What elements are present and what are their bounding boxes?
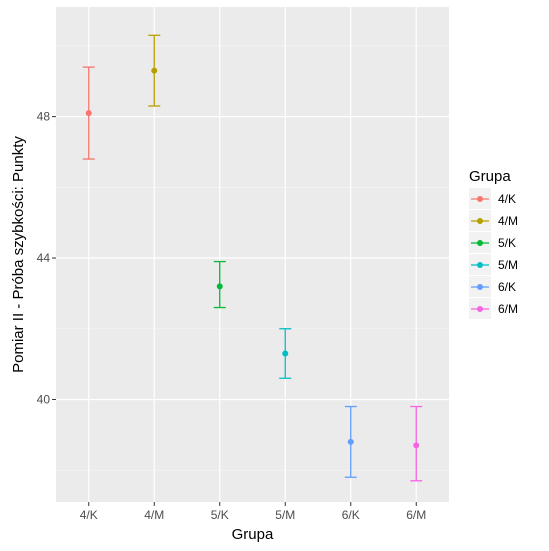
x-tick-label: 5/K	[211, 508, 229, 522]
legend-label: 4/K	[498, 192, 516, 206]
legend-label: 6/M	[498, 302, 518, 316]
series-5/M	[279, 328, 292, 379]
legend-key-point	[477, 262, 483, 268]
legend-label: 6/K	[498, 280, 516, 294]
legend-item-6/K: 6/K	[469, 276, 516, 297]
legend-item-5/M: 5/M	[469, 254, 518, 275]
y-tick-label: 48	[37, 110, 51, 124]
data-point	[151, 67, 158, 74]
x-tick-label: 6/K	[342, 508, 360, 522]
series-6/K	[344, 405, 357, 478]
y-axis-title: Pomiar II - Próba szybkości: Punkty	[10, 136, 27, 373]
legend-key-point	[477, 284, 483, 290]
legend: Grupa 4/K 4/M 5/K 5/M 6/K 6/M	[469, 168, 518, 319]
series-5/K	[213, 260, 226, 309]
data-point	[216, 283, 223, 290]
data-point	[347, 438, 354, 445]
x-axis-title: Grupa	[232, 526, 274, 543]
y-axis: 40 44 48	[37, 110, 56, 406]
legend-label: 5/K	[498, 236, 516, 250]
legend-key-point	[477, 240, 483, 246]
legend-item-5/K: 5/K	[469, 232, 516, 253]
y-tick-label: 44	[37, 251, 51, 265]
legend-key-point	[477, 196, 483, 202]
data-point	[413, 442, 420, 449]
series-4/M	[148, 34, 161, 107]
x-tick-label: 5/M	[275, 508, 295, 522]
legend-item-6/M: 6/M	[469, 298, 518, 319]
data-marks	[82, 34, 423, 482]
x-tick-label: 4/K	[80, 508, 98, 522]
x-tick-label: 6/M	[406, 508, 426, 522]
plot-panel	[56, 7, 449, 502]
legend-label: 5/M	[498, 258, 518, 272]
series-6/M	[410, 405, 423, 482]
legend-key-point	[477, 306, 483, 312]
data-point	[282, 350, 289, 357]
data-point	[85, 110, 92, 117]
legend-item-4/K: 4/K	[469, 188, 516, 209]
x-axis: 4/K 4/M 5/K 5/M 6/K 6/M	[80, 502, 426, 522]
legend-item-4/M: 4/M	[469, 210, 518, 231]
y-tick-label: 40	[37, 392, 51, 406]
legend-title: Grupa	[469, 168, 511, 185]
legend-key-point	[477, 218, 483, 224]
series-4/K	[82, 66, 95, 160]
x-tick-label: 4/M	[144, 508, 164, 522]
legend-label: 4/M	[498, 214, 518, 228]
